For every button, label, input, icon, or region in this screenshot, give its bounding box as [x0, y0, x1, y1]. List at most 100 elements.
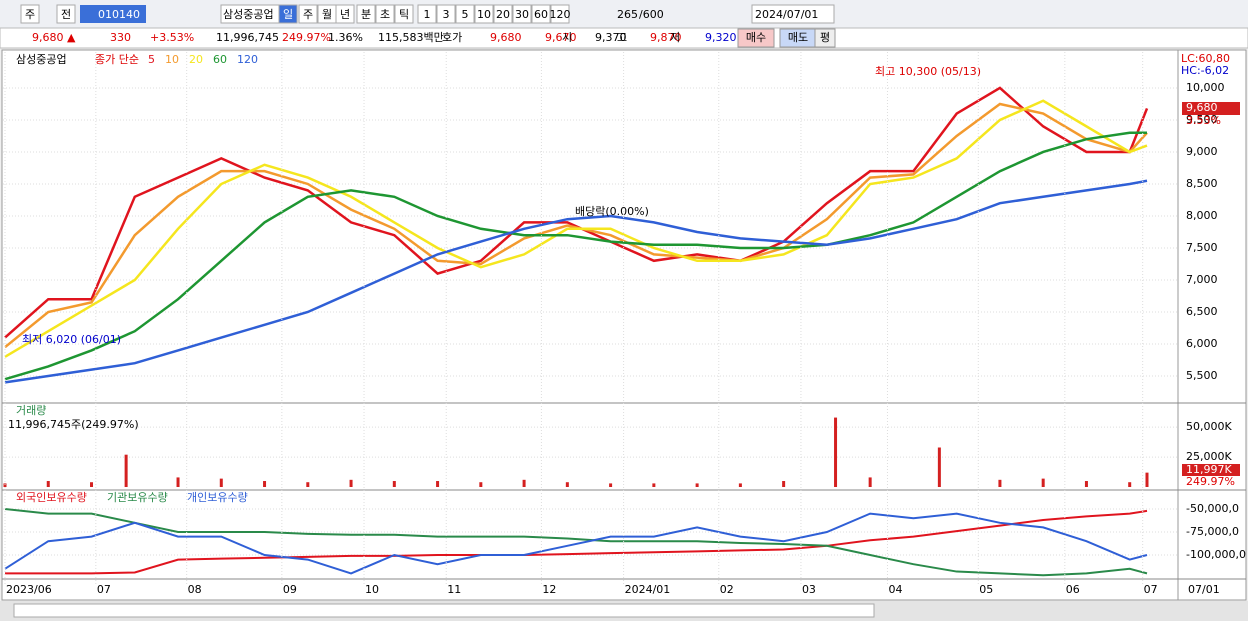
y-tick-label: 10,000 — [1186, 81, 1225, 94]
toolbar-button[interactable] — [278, 4, 298, 24]
toolbar-label[interactable]: 월 — [322, 8, 332, 21]
toolbar-label[interactable]: 10 — [477, 8, 491, 21]
toolbar-label[interactable]: 분 — [361, 8, 371, 21]
x-tick-label: 04 — [888, 583, 902, 596]
bar-count[interactable]: 265 — [617, 8, 638, 21]
annotation: 배당락(0.00%) — [575, 205, 649, 218]
toolbar-label[interactable]: 1 — [424, 8, 431, 21]
date-value[interactable]: 2024/07/01 — [755, 8, 818, 21]
toolbar-label[interactable]: 일 — [283, 7, 293, 21]
quote-field: 9,320 — [705, 31, 737, 44]
date-input[interactable] — [751, 4, 835, 24]
legend-label: 외국인보유수량 — [16, 491, 87, 504]
quote-field: 249.97% — [282, 31, 331, 44]
y-tick-label: -50,000,0 — [1186, 502, 1239, 515]
code-input[interactable] — [80, 5, 146, 23]
x-tick-label: 07 — [97, 583, 111, 596]
order-button[interactable] — [814, 28, 836, 48]
legend-label: 개인보유수량 — [187, 491, 248, 504]
toolbar-button[interactable] — [493, 4, 513, 24]
quote-field: 저 — [670, 31, 680, 44]
y-tick-label: -75,000,0 — [1186, 525, 1239, 538]
y-tick-label: 7,500 — [1186, 241, 1218, 254]
quote-field: 9,680 ▲ — [32, 31, 76, 44]
legend-label: 종가 단순 — [95, 53, 139, 66]
x-tick-label: 10 — [365, 583, 379, 596]
last-price: 9,680 — [1186, 101, 1218, 114]
quote-field: 9,680 — [490, 31, 522, 44]
scroll-track[interactable] — [13, 603, 875, 618]
x-end-label: 07/01 — [1188, 583, 1220, 596]
volume-bar — [998, 479, 1002, 487]
stock-code[interactable]: 010140 — [98, 8, 140, 21]
quote-field: 9,670 — [545, 31, 577, 44]
toolbar-label[interactable]: 삼성중공업 — [223, 8, 274, 21]
volume-bar — [652, 483, 656, 487]
order-label[interactable]: 평 — [820, 31, 830, 44]
last-volume: 11,997K — [1186, 463, 1232, 476]
legend-period: 20 — [189, 53, 203, 66]
last-ratio: 249.97% — [1186, 475, 1235, 488]
toolbar — [0, 0, 1248, 28]
toolbar-label[interactable]: 5 — [462, 8, 469, 21]
legend-period: 5 — [148, 53, 155, 66]
legend-period: 10 — [165, 53, 179, 66]
toolbar-label[interactable]: 60 — [534, 8, 548, 21]
y-tick-label: 6,000 — [1186, 337, 1218, 350]
toolbar-button[interactable] — [335, 4, 355, 24]
axis-area — [1177, 49, 1247, 601]
toolbar-button[interactable] — [417, 4, 437, 24]
order-button[interactable] — [737, 28, 775, 48]
order-label[interactable]: 매수 — [746, 31, 766, 44]
volume-bar — [937, 447, 941, 487]
toolbar-label[interactable]: 년 — [340, 8, 350, 21]
toolbar-button[interactable] — [298, 4, 318, 24]
toolbar-button[interactable] — [356, 4, 376, 24]
quote-field: 330 — [110, 31, 131, 44]
y-tick-label: 6,500 — [1186, 305, 1218, 318]
legend-period: 120 — [237, 53, 258, 66]
y-tick-label: 5,500 — [1186, 369, 1218, 382]
volume-bar — [1041, 478, 1045, 487]
pane-subtitle: 11,996,745주(249.97%) — [8, 418, 139, 431]
annotation: 최고 10,300 (05/13) — [875, 65, 981, 78]
volume-bar — [609, 483, 613, 487]
volume-bar — [436, 481, 440, 487]
y-tick-label: 50,000K — [1186, 420, 1232, 433]
toolbar-button[interactable] — [550, 4, 570, 24]
toolbar-button[interactable] — [375, 4, 395, 24]
toolbar-label[interactable]: 20 — [496, 8, 510, 21]
toolbar-button[interactable] — [531, 4, 551, 24]
volume-bar — [834, 417, 838, 487]
toolbar-label[interactable]: 30 — [515, 8, 529, 21]
volume-bar — [46, 481, 50, 487]
toolbar-button[interactable] — [56, 4, 76, 24]
volume-tag — [1182, 464, 1240, 476]
toolbar-label[interactable]: 120 — [550, 8, 571, 21]
toolbar-label[interactable]: 주 — [25, 8, 35, 21]
quote-bar — [0, 27, 1248, 49]
toolbar-label[interactable]: 틱 — [399, 8, 409, 21]
x-tick-label: 02 — [720, 583, 734, 596]
price-tag — [1182, 102, 1240, 115]
order-label[interactable]: 매도 — [788, 31, 808, 44]
quote-field: 시 — [562, 31, 572, 44]
toolbar-label[interactable]: 3 — [443, 8, 450, 21]
toolbar-label[interactable]: 주 — [303, 8, 313, 21]
x-tick-label: 07 — [1144, 583, 1158, 596]
quote-field: 115,583백만 — [378, 31, 444, 44]
toolbar-button[interactable] — [436, 4, 456, 24]
toolbar-button[interactable] — [512, 4, 532, 24]
y-tick-label: 8,500 — [1186, 177, 1218, 190]
toolbar-label[interactable]: 초 — [380, 8, 390, 21]
toolbar-button[interactable] — [474, 4, 494, 24]
y-tick-label: 8,000 — [1186, 209, 1218, 222]
toolbar-button[interactable] — [394, 4, 414, 24]
volume-bar — [1145, 472, 1149, 487]
volume-bar — [392, 481, 396, 487]
toolbar-button[interactable] — [455, 4, 475, 24]
volume-bar — [695, 483, 699, 487]
toolbar-label[interactable]: 전 — [61, 8, 71, 21]
volume-bar — [263, 481, 267, 487]
toolbar-button[interactable] — [20, 4, 40, 24]
